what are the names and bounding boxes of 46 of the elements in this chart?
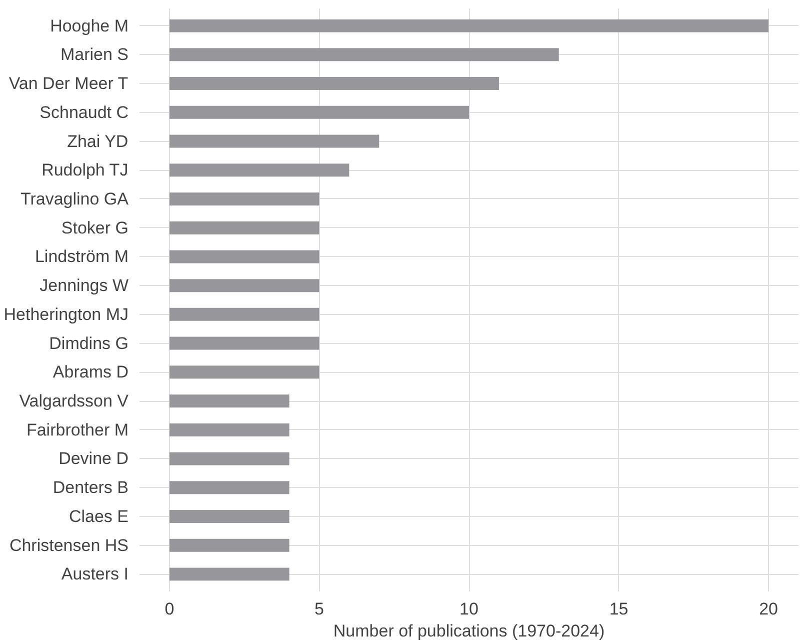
bar (169, 77, 499, 90)
x-tick-label: 10 (460, 600, 478, 618)
x-tick-label: 0 (164, 600, 174, 618)
bar (169, 336, 320, 350)
x-tick-label: 5 (314, 600, 324, 618)
bar (169, 481, 290, 494)
bar (169, 538, 290, 552)
y-tick-label: Hetherington MJ (4, 304, 129, 324)
x-axis-title: Number of publications (1970-2024) (333, 622, 605, 640)
y-tick-label: Claes E (68, 506, 129, 526)
bar (169, 134, 380, 148)
bar (169, 164, 350, 177)
bar (169, 192, 320, 206)
y-tick-label: Marien S (60, 45, 129, 64)
bar (169, 19, 769, 32)
bar (169, 394, 290, 408)
y-tick-label: Austers I (61, 564, 129, 584)
y-tick-label: Fairbrother M (26, 420, 129, 440)
y-tick-label: Dimdins G (49, 334, 129, 353)
y-tick-label: Stoker G (61, 218, 129, 238)
bar (169, 221, 320, 234)
bar (169, 568, 290, 581)
y-tick-label: Lindström M (34, 247, 129, 266)
y-tick-label: Van Der Meer T (8, 74, 128, 94)
y-tick-label: Travaglino GA (20, 189, 130, 208)
bar (169, 452, 290, 466)
y-tick-label: Abrams D (52, 362, 129, 382)
y-tick-label: Christensen HS (9, 536, 129, 555)
bar (169, 279, 320, 292)
y-tick-label: Schnaudt C (40, 102, 129, 122)
x-tick-label: 15 (609, 600, 628, 618)
x-tick-label: 20 (759, 600, 778, 618)
y-tick-label: Rudolph TJ (42, 160, 128, 180)
y-tick-label: Devine D (58, 449, 129, 468)
y-tick-label: Valgardsson V (19, 392, 130, 411)
y-tick-label: Jennings W (40, 276, 129, 296)
y-tick-label: Denters B (52, 478, 129, 498)
bar (169, 423, 290, 436)
bar (169, 366, 320, 379)
bar (169, 106, 469, 119)
bar (169, 308, 320, 321)
bar (169, 510, 290, 523)
y-tick-label: Zhai YD (67, 132, 128, 151)
bar (169, 250, 320, 264)
y-tick-label: Hooghe M (50, 16, 129, 36)
bar (169, 48, 559, 62)
